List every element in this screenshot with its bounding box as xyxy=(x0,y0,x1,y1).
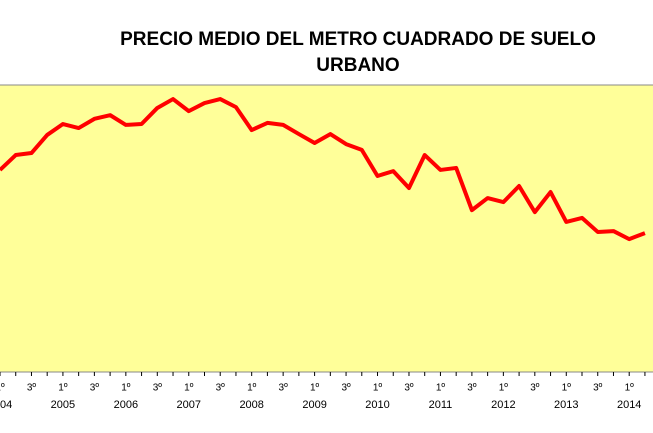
year-label: 2012 xyxy=(491,399,515,411)
line xyxy=(0,97,646,242)
year-label: 2011 xyxy=(429,399,453,411)
x-tick-label: 3º xyxy=(27,383,37,394)
year-label: 2010 xyxy=(365,399,389,411)
year-label: 2004 xyxy=(0,399,12,411)
x-tick-label: 3º xyxy=(467,383,477,394)
year-label: 2014 xyxy=(617,399,641,411)
x-tick-label: 3º xyxy=(153,383,163,394)
x-tick-label: 1º xyxy=(247,383,257,394)
chart-title: URBANO xyxy=(316,55,399,76)
x-tick-label: 1º xyxy=(499,383,509,394)
chart-title: PRECIO MEDIO DEL METRO CUADRADO DE SUELO xyxy=(120,29,596,50)
x-tick-label: 1º xyxy=(184,383,194,394)
x-tick-label: 1º xyxy=(373,383,383,394)
year-label: 2007 xyxy=(177,399,201,411)
x-tick-label: 1º xyxy=(58,383,68,394)
year-label: 2008 xyxy=(239,399,263,411)
x-tick-label: 3º xyxy=(341,383,351,394)
year-label: 2013 xyxy=(554,399,578,411)
x-tick-label: 3º xyxy=(404,383,414,394)
year-label: 2005 xyxy=(51,399,75,411)
x-tick-label: 1º xyxy=(310,383,320,394)
x-tick-label: 1º xyxy=(625,383,635,394)
x-tick-label: 1º xyxy=(436,383,446,394)
x-tick-label: 3º xyxy=(216,383,226,394)
year-label: 2006 xyxy=(114,399,138,411)
x-tick-label: 1º xyxy=(121,383,131,394)
plot-area xyxy=(0,84,653,373)
x-tick-label: 1º xyxy=(0,383,5,394)
x-tick-label: 1º xyxy=(562,383,572,394)
x-tick-label: 3º xyxy=(593,383,603,394)
year-label: 2009 xyxy=(302,399,326,411)
x-tick-label: 3º xyxy=(90,383,100,394)
x-tick-label: 3º xyxy=(279,383,289,394)
x-tick-label: 3º xyxy=(530,383,540,394)
